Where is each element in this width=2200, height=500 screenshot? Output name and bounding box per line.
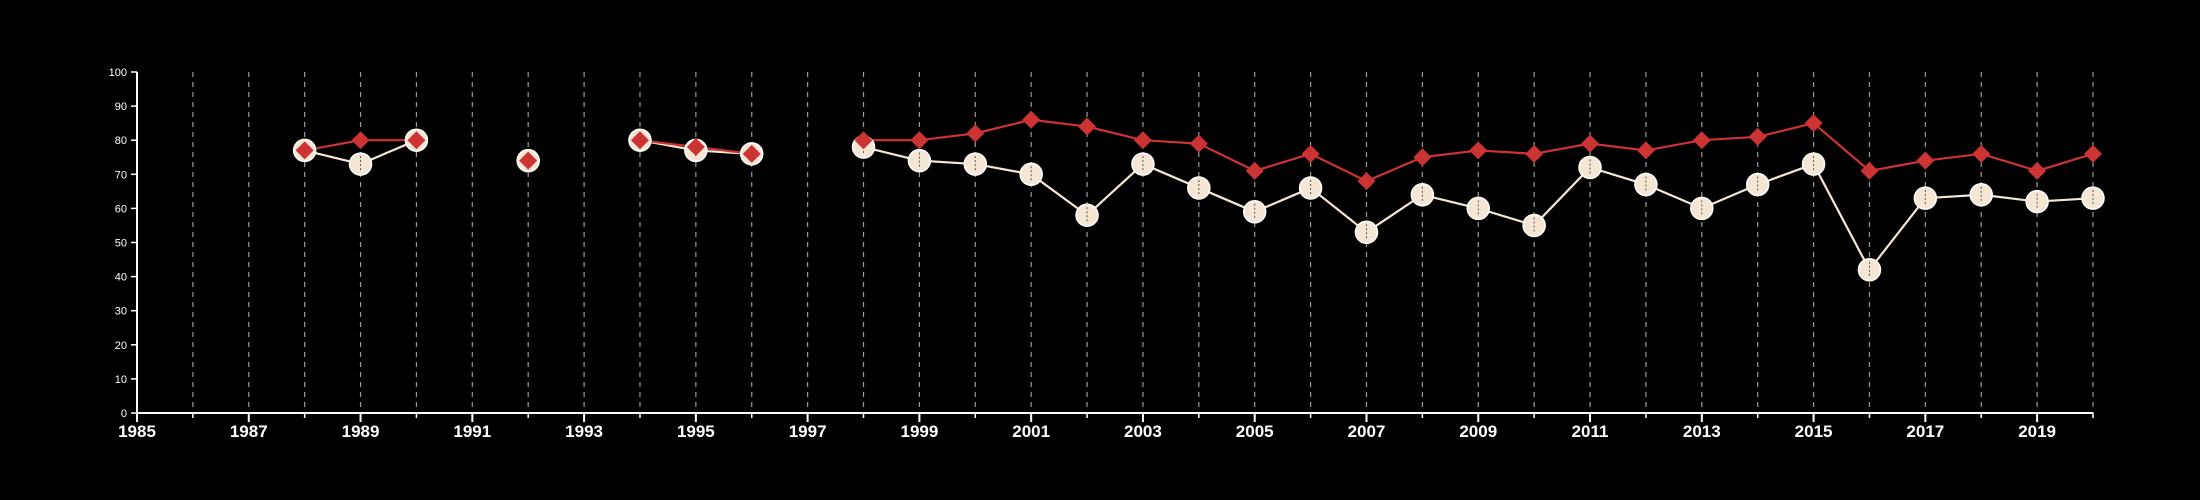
series-1-point xyxy=(1245,161,1264,180)
y-tick-label: 50 xyxy=(115,238,127,250)
x-tick-label: 1989 xyxy=(342,422,380,441)
x-tick-label: 2009 xyxy=(1459,422,1497,441)
series-1-point xyxy=(1357,172,1376,191)
y-tick-label: 90 xyxy=(115,101,127,113)
x-tick-label: 2001 xyxy=(1012,422,1050,441)
series-1-point xyxy=(1692,131,1711,150)
x-tick-label: 1999 xyxy=(900,422,938,441)
series-1-point xyxy=(630,131,649,150)
series-layer xyxy=(292,110,2105,282)
x-tick-label: 2007 xyxy=(1348,422,1386,441)
series-1-point xyxy=(295,141,314,160)
x-tick-label: 1985 xyxy=(118,422,156,441)
series-1-point xyxy=(1078,117,1097,136)
y-tick-label: 20 xyxy=(115,340,127,352)
x-tick-label: 2013 xyxy=(1683,422,1721,441)
x-tick-label: 1993 xyxy=(565,422,603,441)
y-tick-label: 0 xyxy=(121,408,127,420)
series-1-point xyxy=(1860,161,1879,180)
series-1-point xyxy=(1748,127,1767,146)
series-1-point xyxy=(686,138,705,157)
y-tick-label: 60 xyxy=(115,203,127,215)
series-1-point xyxy=(1022,110,1041,129)
series-1-point xyxy=(1972,144,1991,163)
x-tick-label: 1997 xyxy=(789,422,827,441)
series-1-point xyxy=(519,151,538,170)
series-1-point xyxy=(910,131,929,150)
x-tick-label: 2003 xyxy=(1124,422,1162,441)
series-1-point xyxy=(2084,144,2102,163)
x-tick-label: 2011 xyxy=(1572,422,1609,441)
x-tick-label: 1991 xyxy=(453,422,491,441)
series-1-point xyxy=(1581,134,1600,153)
series-1-point xyxy=(742,144,761,163)
y-tick-label: 30 xyxy=(115,306,127,318)
x-tick-label: 1995 xyxy=(677,422,715,441)
series-1-point xyxy=(1413,148,1432,167)
series-1-point xyxy=(2028,161,2047,180)
series-1-point xyxy=(1525,144,1544,163)
series-1-point xyxy=(1469,141,1488,160)
x-tick-label: 2015 xyxy=(1795,422,1833,441)
series-1-point xyxy=(1301,144,1320,163)
series-1-point xyxy=(407,131,426,150)
y-tick-label: 100 xyxy=(109,67,127,79)
y-tick-label: 70 xyxy=(115,169,127,181)
y-tick-label: 10 xyxy=(115,374,127,386)
x-tick-label: 2019 xyxy=(2018,422,2056,441)
x-tick-label: 2005 xyxy=(1236,422,1274,441)
x-tick-label: 1987 xyxy=(230,422,268,441)
axes: 0 10 20 30 40 50 60 70 80 90 100 1985 1987 1989 1991 19… xyxy=(109,67,2094,441)
series-1-point xyxy=(1133,131,1152,150)
y-tick-label: 40 xyxy=(115,272,127,284)
series-1-point xyxy=(854,131,873,150)
x-tick-label: 2017 xyxy=(1906,422,1944,441)
series-1-point xyxy=(1804,114,1823,133)
series-1-point xyxy=(351,131,370,150)
series-1-point xyxy=(1916,151,1935,170)
y-tick-label: 80 xyxy=(115,135,127,147)
series-1-point xyxy=(966,124,985,143)
series-1-point xyxy=(1636,141,1655,160)
vertical-grid xyxy=(192,72,2094,413)
series-1-point xyxy=(1189,134,1208,153)
